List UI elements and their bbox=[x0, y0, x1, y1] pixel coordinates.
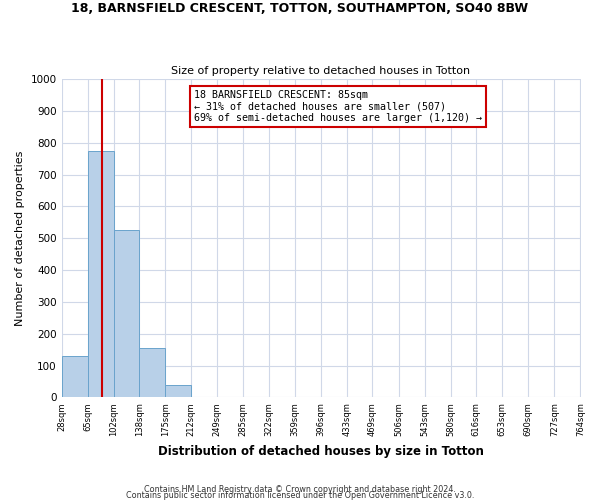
X-axis label: Distribution of detached houses by size in Totton: Distribution of detached houses by size … bbox=[158, 444, 484, 458]
Bar bbox=[114, 230, 139, 398]
Bar bbox=[165, 386, 191, 398]
Text: 18, BARNSFIELD CRESCENT, TOTTON, SOUTHAMPTON, SO40 8BW: 18, BARNSFIELD CRESCENT, TOTTON, SOUTHAM… bbox=[71, 2, 529, 16]
Y-axis label: Number of detached properties: Number of detached properties bbox=[15, 150, 25, 326]
Bar bbox=[62, 356, 88, 398]
Text: Contains HM Land Registry data © Crown copyright and database right 2024.: Contains HM Land Registry data © Crown c… bbox=[144, 485, 456, 494]
Bar bbox=[88, 150, 114, 398]
Text: Contains public sector information licensed under the Open Government Licence v3: Contains public sector information licen… bbox=[126, 491, 474, 500]
Title: Size of property relative to detached houses in Totton: Size of property relative to detached ho… bbox=[172, 66, 470, 76]
Text: 18 BARNSFIELD CRESCENT: 85sqm
← 31% of detached houses are smaller (507)
69% of : 18 BARNSFIELD CRESCENT: 85sqm ← 31% of d… bbox=[194, 90, 482, 124]
Bar bbox=[139, 348, 165, 398]
